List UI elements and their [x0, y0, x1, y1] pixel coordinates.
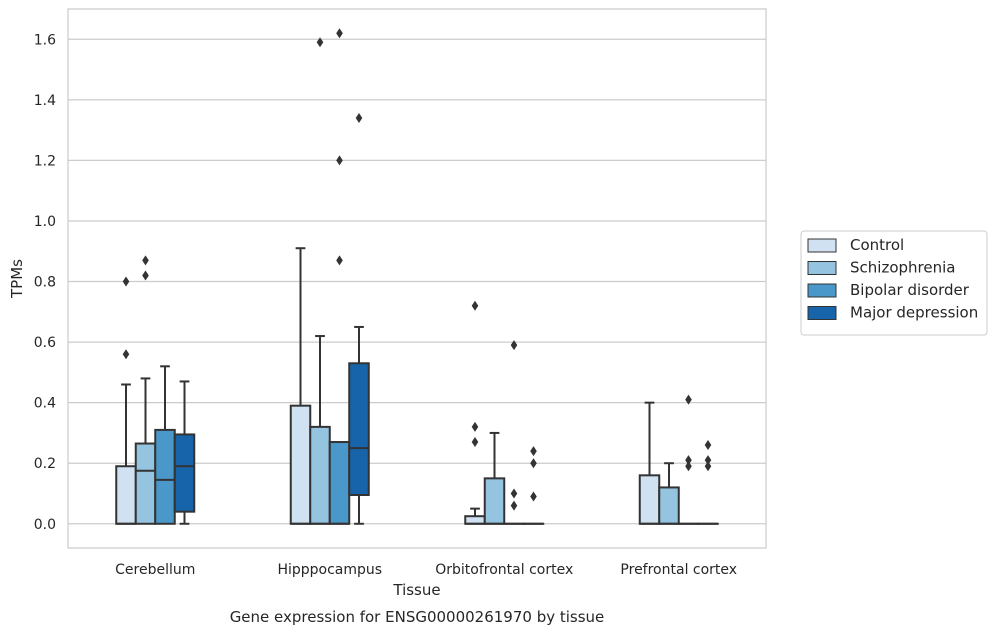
y-tick-label: 0.6 [34, 335, 56, 351]
box-body [309, 425, 331, 525]
outlier-point [685, 461, 692, 472]
legend: Control Schizophrenia Bipolar disorder Majo… [800, 230, 988, 336]
outlier-point [685, 394, 692, 405]
box-bipolar-disorder [328, 28, 351, 525]
y-tick-label: 0.2 [34, 456, 56, 472]
outlier-point [142, 270, 149, 281]
box-body [134, 442, 157, 525]
x-tick-label: Hipppocampus [277, 562, 382, 578]
legend-label: Schizophrenia [850, 259, 955, 277]
box-body [464, 515, 486, 525]
box-schizophrenia [483, 431, 506, 525]
box-body [289, 404, 312, 525]
outlier-point [122, 349, 130, 360]
box-body [348, 362, 370, 497]
legend-swatch [807, 283, 837, 298]
box-body [154, 428, 176, 525]
box-major-depression [348, 113, 370, 525]
outlier-point [510, 500, 518, 511]
y-axis-title: TPMs [8, 259, 26, 299]
y-tick-label: 1.2 [34, 153, 56, 169]
box-bipolar-disorder [677, 394, 700, 525]
outlier-point [355, 113, 363, 124]
box-major-depression [522, 446, 545, 525]
legend-swatch [807, 306, 837, 320]
outlier-point [122, 276, 130, 287]
outlier-point [471, 437, 479, 448]
x-tick-label: Cerebellum [115, 562, 195, 578]
outlier-point [510, 340, 518, 351]
legend-label: Major depression [850, 304, 978, 322]
box-major-depression [697, 440, 719, 525]
x-tick-label: Orbitofrontal cortex [435, 562, 573, 578]
y-tick-label: 0.4 [34, 396, 56, 412]
outlier-point [530, 458, 537, 469]
outlier-point [704, 440, 712, 451]
box-schizophrenia [658, 462, 680, 525]
box-body [115, 465, 137, 525]
box-bipolar-disorder [503, 340, 525, 525]
outlier-point [336, 155, 343, 166]
box-schizophrenia [134, 255, 157, 525]
x-tick-label: Prefrontal cortex [620, 562, 737, 578]
outlier-point [336, 255, 343, 266]
legend-label: Control [850, 236, 904, 254]
y-tick-label: 1.6 [34, 32, 56, 48]
outlier-point [685, 455, 692, 466]
outlier-point [316, 37, 324, 48]
box-bipolar-disorder [154, 365, 176, 525]
plot-area-frame [67, 8, 767, 549]
outlier-point [530, 491, 537, 502]
legend-frame [800, 230, 988, 336]
boxes [115, 28, 719, 525]
y-axis-ticks: 0.0 0.2 0.4 0.6 0.8 1.0 1.2 1.4 1.6 [34, 32, 56, 532]
legend-label: Bipolar disorder [850, 281, 970, 299]
legend-swatch [807, 261, 837, 275]
outlier-point [471, 421, 479, 432]
box-body [173, 433, 196, 513]
box-control [289, 247, 312, 525]
box-body [658, 486, 680, 525]
y-tick-label: 1.4 [34, 93, 56, 109]
outlier-point [510, 488, 518, 499]
box-schizophrenia [309, 37, 331, 525]
box-control [638, 401, 661, 525]
box-control [115, 276, 137, 525]
chart-caption: Gene expression for ENSG00000261970 by t… [230, 608, 605, 626]
y-tick-label: 0.8 [34, 275, 56, 291]
box-body [483, 477, 506, 525]
x-axis-ticks: Cerebellum Hipppocampus Orbitofrontal cort… [115, 562, 737, 578]
outlier-point [142, 255, 149, 266]
legend-swatch [807, 238, 837, 253]
x-axis-title: Tissue [392, 581, 440, 599]
outlier-point [530, 446, 537, 457]
box-body [638, 474, 661, 525]
outlier-point [336, 28, 343, 39]
box-control [464, 300, 486, 525]
y-tick-label: 0.0 [34, 517, 56, 533]
box-major-depression [173, 380, 196, 525]
outlier-point [704, 455, 712, 466]
outlier-point [471, 300, 479, 311]
y-tick-label: 1.0 [34, 214, 56, 230]
box-body [328, 441, 351, 525]
outlier-point [704, 461, 712, 472]
